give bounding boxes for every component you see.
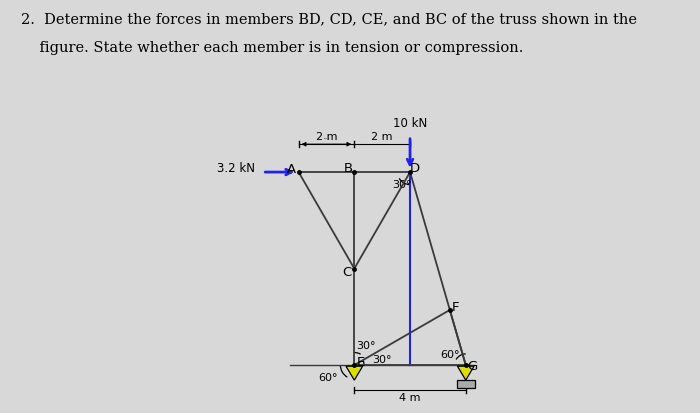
Text: 2 m: 2 m: [372, 132, 393, 142]
Text: 3.2 kN: 3.2 kN: [218, 162, 256, 175]
Text: $\leftarrow$2 m$\rightarrow$: $\leftarrow$2 m$\rightarrow$: [323, 137, 330, 141]
Text: A: A: [287, 163, 296, 176]
Text: G: G: [467, 359, 477, 372]
Text: 60°: 60°: [441, 349, 460, 359]
Polygon shape: [346, 366, 363, 380]
Text: 30°: 30°: [392, 180, 412, 190]
Polygon shape: [457, 380, 475, 389]
Text: 30°: 30°: [372, 354, 392, 364]
Text: E: E: [356, 355, 365, 368]
Text: C: C: [342, 265, 351, 278]
Text: figure. State whether each member is in tension or compression.: figure. State whether each member is in …: [21, 41, 524, 55]
Text: 4 m: 4 m: [399, 392, 421, 402]
Text: B: B: [344, 162, 353, 175]
Text: 10 kN: 10 kN: [393, 116, 427, 130]
Polygon shape: [457, 366, 474, 380]
Text: F: F: [452, 300, 460, 313]
Text: 60°: 60°: [318, 373, 337, 382]
Text: 30°: 30°: [356, 341, 375, 351]
Text: 2.  Determine the forces in members BD, CD, CE, and BC of the truss shown in the: 2. Determine the forces in members BD, C…: [21, 12, 637, 26]
Text: 2 m: 2 m: [316, 132, 337, 142]
Text: D: D: [410, 162, 420, 175]
